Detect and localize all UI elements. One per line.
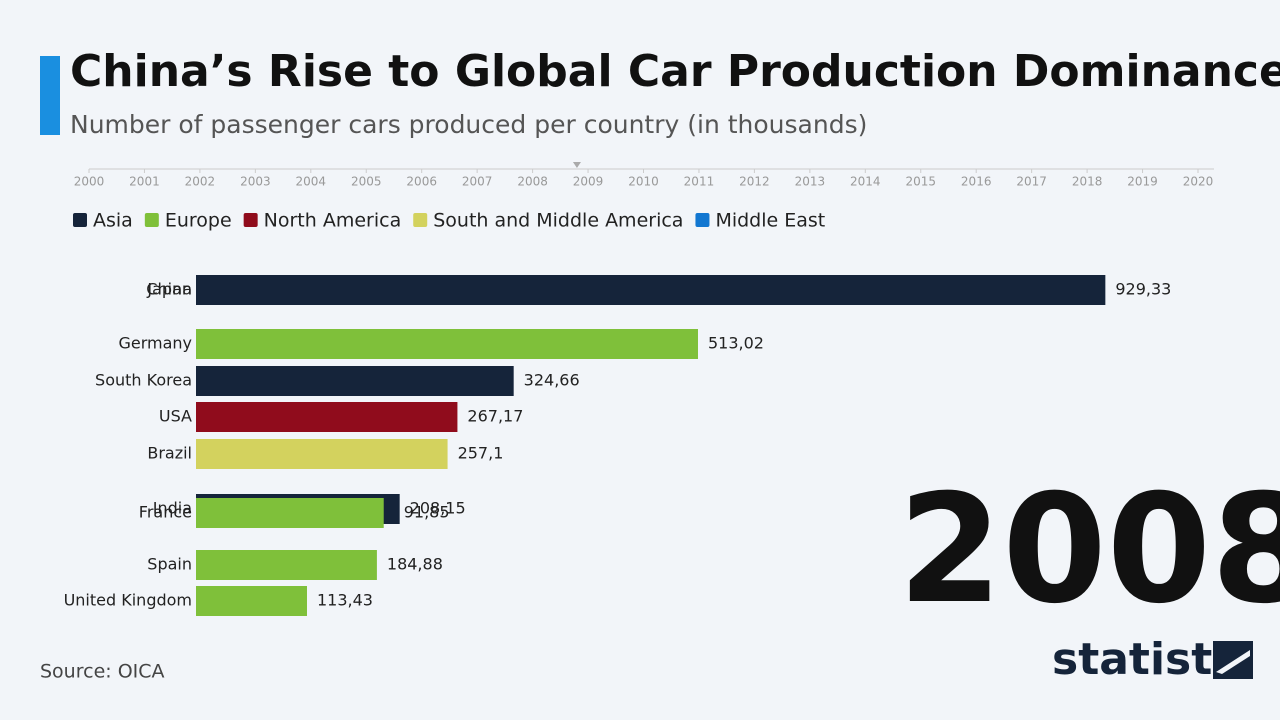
- category-label: United Kingdom: [64, 591, 192, 610]
- category-label: USA: [159, 407, 192, 426]
- timeline-label: 2002: [185, 175, 216, 189]
- timeline-label: 2009: [573, 175, 604, 189]
- timeline-label: 2016: [961, 175, 992, 189]
- category-label: France: [139, 503, 192, 522]
- timeline-label: 2010: [628, 175, 659, 189]
- category-label: Spain: [147, 555, 192, 574]
- legend-swatch: [413, 213, 428, 227]
- timeline-label: 2004: [296, 175, 327, 189]
- category-label: China: [146, 280, 192, 299]
- timeline-label: 2008: [517, 175, 548, 189]
- timeline-label: 2011: [684, 175, 715, 189]
- legend-label: Asia: [93, 210, 133, 232]
- brand-icon: [1213, 641, 1253, 679]
- brand: statista: [1052, 634, 1242, 685]
- legend-label: Middle East: [715, 210, 825, 232]
- bar: [196, 402, 458, 432]
- title-accent: [40, 56, 60, 135]
- timeline-label: 2006: [406, 175, 437, 189]
- timeline-label: 2020: [1183, 175, 1214, 189]
- timeline-label: 2015: [905, 175, 936, 189]
- value-label: 324,66: [524, 371, 580, 390]
- timeline-label: 2012: [739, 175, 770, 189]
- bar: [196, 498, 384, 528]
- bar: [196, 550, 377, 580]
- timeline-label: 2014: [850, 175, 881, 189]
- timeline-label: 2003: [240, 175, 271, 189]
- legend-label: North America: [264, 210, 402, 232]
- category-label: Brazil: [147, 444, 192, 463]
- value-label: 113,43: [317, 591, 373, 610]
- timeline-label: 2007: [462, 175, 493, 189]
- source: Source: OICA: [40, 661, 165, 683]
- legend-swatch: [243, 213, 258, 227]
- legend-swatch: [695, 213, 710, 227]
- bar: [196, 329, 698, 359]
- bar: [196, 586, 307, 616]
- chart-title: China’s Rise to Global Car Production Do…: [70, 46, 1280, 97]
- timeline-label: 2000: [74, 175, 105, 189]
- legend-label: South and Middle America: [433, 210, 683, 232]
- value-label: 513,02: [708, 334, 764, 353]
- bar: [196, 439, 448, 469]
- timeline-label: 2013: [795, 175, 826, 189]
- value-label: 208,15: [410, 499, 466, 518]
- category-label: South Korea: [95, 371, 192, 390]
- category-label: Germany: [118, 334, 192, 353]
- value-label: 257,1: [458, 444, 504, 463]
- timeline-label: 2017: [1016, 175, 1047, 189]
- chart-subtitle: Number of passenger cars produced per co…: [70, 110, 867, 139]
- timeline-label: 2001: [129, 175, 160, 189]
- legend-label: Europe: [165, 210, 232, 232]
- timeline-label: 2018: [1072, 175, 1103, 189]
- legend-swatch: [73, 213, 87, 227]
- timeline-marker: [572, 162, 581, 168]
- value-label: 267,17: [467, 407, 523, 426]
- legend-swatch: [144, 213, 159, 227]
- value-label: 929,33: [1115, 280, 1171, 299]
- timeline-label: 2005: [351, 175, 382, 189]
- year-label: 2008: [898, 463, 1280, 637]
- category-label: Japan: [146, 280, 192, 299]
- bar: [196, 275, 1106, 305]
- category-label: India: [153, 499, 192, 518]
- bar: [196, 366, 514, 396]
- value-label: 184,88: [387, 555, 443, 574]
- timeline-label: 2019: [1127, 175, 1158, 189]
- value-label: 91,85: [404, 503, 450, 522]
